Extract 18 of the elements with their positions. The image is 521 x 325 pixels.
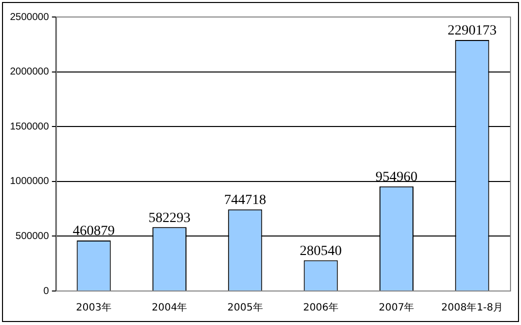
- data-label: 744718: [224, 193, 266, 208]
- x-tick-label: 2005年: [227, 302, 263, 314]
- y-tick-label: 2500000: [10, 12, 50, 23]
- data-label: 582293: [148, 210, 190, 226]
- y-tick-label: 2000000: [10, 66, 50, 78]
- data-label: 2290173: [448, 24, 497, 39]
- x-tick-label: 2006年: [303, 302, 339, 314]
- data-label: 460879: [72, 224, 115, 240]
- x-tick-label: 2008年1-8月: [441, 302, 504, 314]
- y-tick-label: 0: [43, 286, 50, 297]
- x-tick-label: 2004年: [152, 302, 188, 314]
- data-label: 954960: [375, 170, 418, 186]
- x-tick-label: 2003年: [76, 302, 112, 314]
- x-tick-label: 2007年: [378, 302, 414, 314]
- y-tick-label: 1500000: [10, 121, 50, 132]
- y-tick-label: 1000000: [10, 176, 50, 188]
- y-tick-label: 500000: [16, 230, 50, 242]
- data-label: 280540: [300, 244, 342, 259]
